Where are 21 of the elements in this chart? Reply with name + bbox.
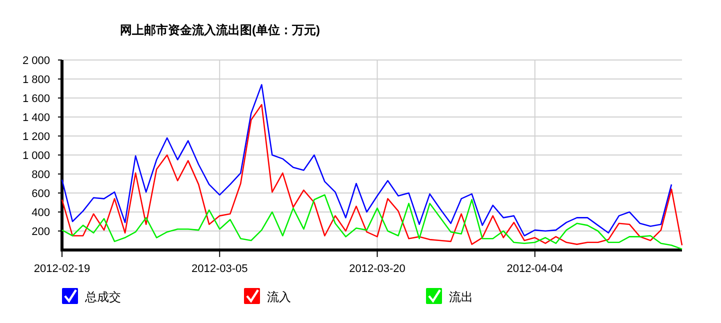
y-tick-label: 600 [32,188,50,200]
x-tick-label: 2012-02-19 [34,263,90,275]
legend-label: 流出 [449,290,473,304]
legend-label: 流入 [267,290,291,304]
y-tick-label: 1 000 [22,150,50,162]
y-tick-label: 200 [32,226,50,238]
y-tick-label: 1 200 [22,131,50,143]
y-tick-label: 2 000 [22,55,50,67]
x-tick-label: 2012-04-04 [506,263,564,275]
y-tick-label: 1 600 [22,93,50,105]
legend-item: 总成交 [62,288,121,304]
y-tick-label: 1 400 [22,112,50,124]
chart-title: 网上邮市资金流入流出图(单位：万元) [120,23,320,37]
y-tick-label: 1 800 [22,74,50,86]
legend-item: 流出 [426,288,473,304]
x-tick-label: 2012-03-05 [191,263,248,275]
y-tick-label: 400 [32,207,50,219]
x-tick-label: 2012-03-20 [349,263,406,275]
legend-item: 流入 [244,288,291,304]
legend-label: 总成交 [84,290,121,304]
y-tick-label: 800 [32,169,50,181]
